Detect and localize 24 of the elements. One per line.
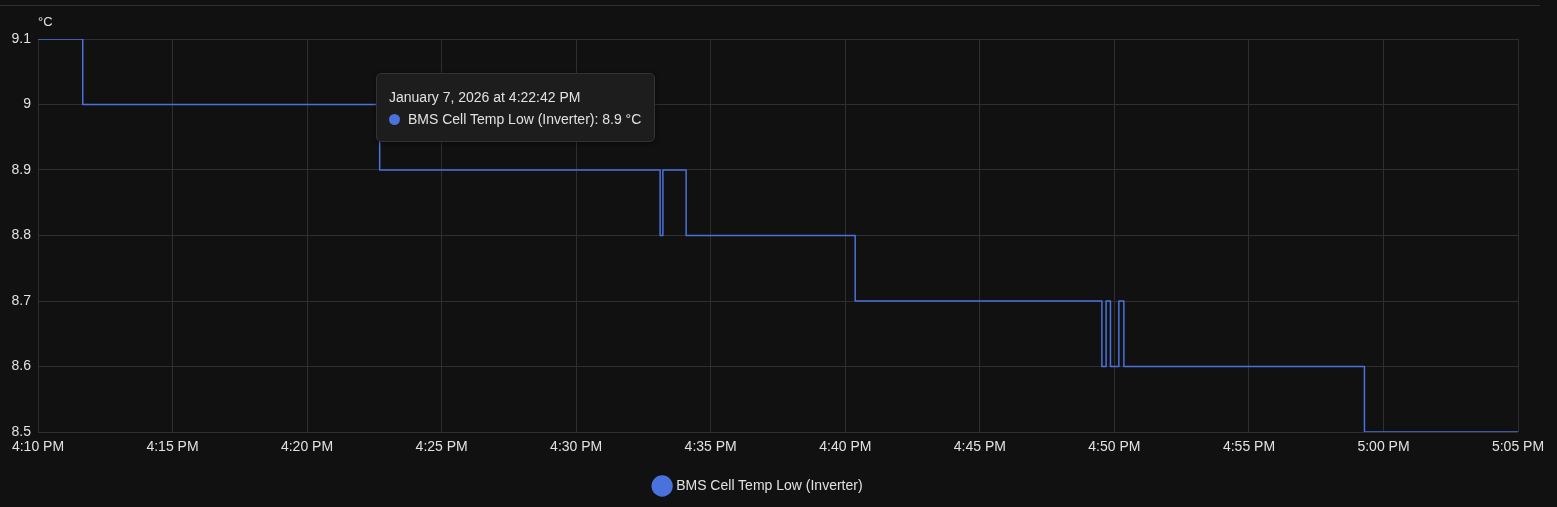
y-tick-label: 8.7 xyxy=(11,291,32,308)
x-tick-label: 4:55 PM xyxy=(1222,438,1276,455)
y-tick-label: 8.9 xyxy=(11,160,32,177)
legend-label: BMS Cell Temp Low (Inverter) xyxy=(676,476,863,493)
x-tick-label: 4:35 PM xyxy=(684,438,737,455)
x-tick-label: 5:00 PM xyxy=(1357,438,1410,455)
y-tick-label: 8.6 xyxy=(11,357,32,374)
x-tick-label: 4:45 PM xyxy=(953,438,1006,455)
x-tick-label: 4:20 PM xyxy=(280,438,334,455)
annotation: January 7, 2026 at 4:22:42 PM xyxy=(389,88,581,107)
x-tick-label: 4:25 PM xyxy=(415,438,468,455)
tooltip: January 7, 2026 at 4:22:42 PM BMS Cell Temp Low (Inverter): 8.9 °C xyxy=(376,73,656,142)
x-tick-label: 5:05 PM xyxy=(1491,438,1545,455)
x-tick-label: 4:10 PM xyxy=(11,438,65,455)
x-tick-label: 4:30 PM xyxy=(550,438,603,455)
y-tick-label: 8.8 xyxy=(11,226,32,243)
annotation: BMS Cell Temp Low (Inverter): 8.9 °C xyxy=(408,110,642,129)
y-tick-label: 9.1 xyxy=(11,29,32,46)
y-tick-label: 8.5 xyxy=(11,422,32,439)
x-tick-label: 4:15 PM xyxy=(146,438,199,455)
x-tick-label: 4:50 PM xyxy=(1088,438,1141,455)
y-tick-label: 9 xyxy=(23,95,32,112)
y-axis-title: °C xyxy=(38,13,53,29)
x-tick-label: 4:40 PM xyxy=(819,438,872,455)
